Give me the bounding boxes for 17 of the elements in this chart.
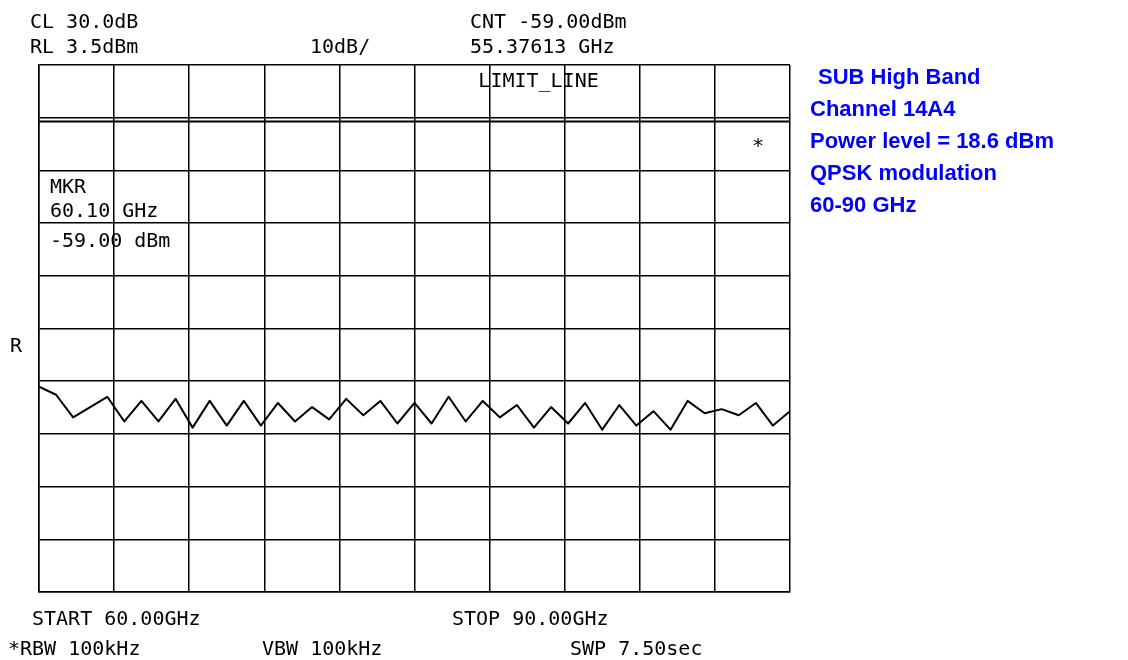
- text: SWP 7.50sec: [570, 636, 703, 660]
- text: *: [752, 133, 765, 157]
- text: CL 30.0dB: [30, 9, 139, 33]
- text: STOP 90.00GHz: [452, 606, 609, 630]
- text: 55.37613 GHz: [470, 34, 615, 58]
- text: START 60.00GHz: [32, 606, 201, 630]
- text: VBW 100kHz: [262, 636, 383, 660]
- text: 10dB/: [310, 34, 371, 58]
- text: R: [10, 333, 23, 357]
- text: RL 3.5dBm: [30, 34, 139, 58]
- text: QPSK modulation: [810, 160, 997, 185]
- text: Channel 14A4: [810, 96, 957, 121]
- text: Power level = 18.6 dBm: [810, 128, 1054, 153]
- text: SUB High Band: [818, 64, 981, 89]
- text: 60-90 GHz: [810, 192, 917, 217]
- text: *RBW 100kHz: [8, 636, 141, 660]
- text: CNT -59.00dBm: [470, 9, 627, 33]
